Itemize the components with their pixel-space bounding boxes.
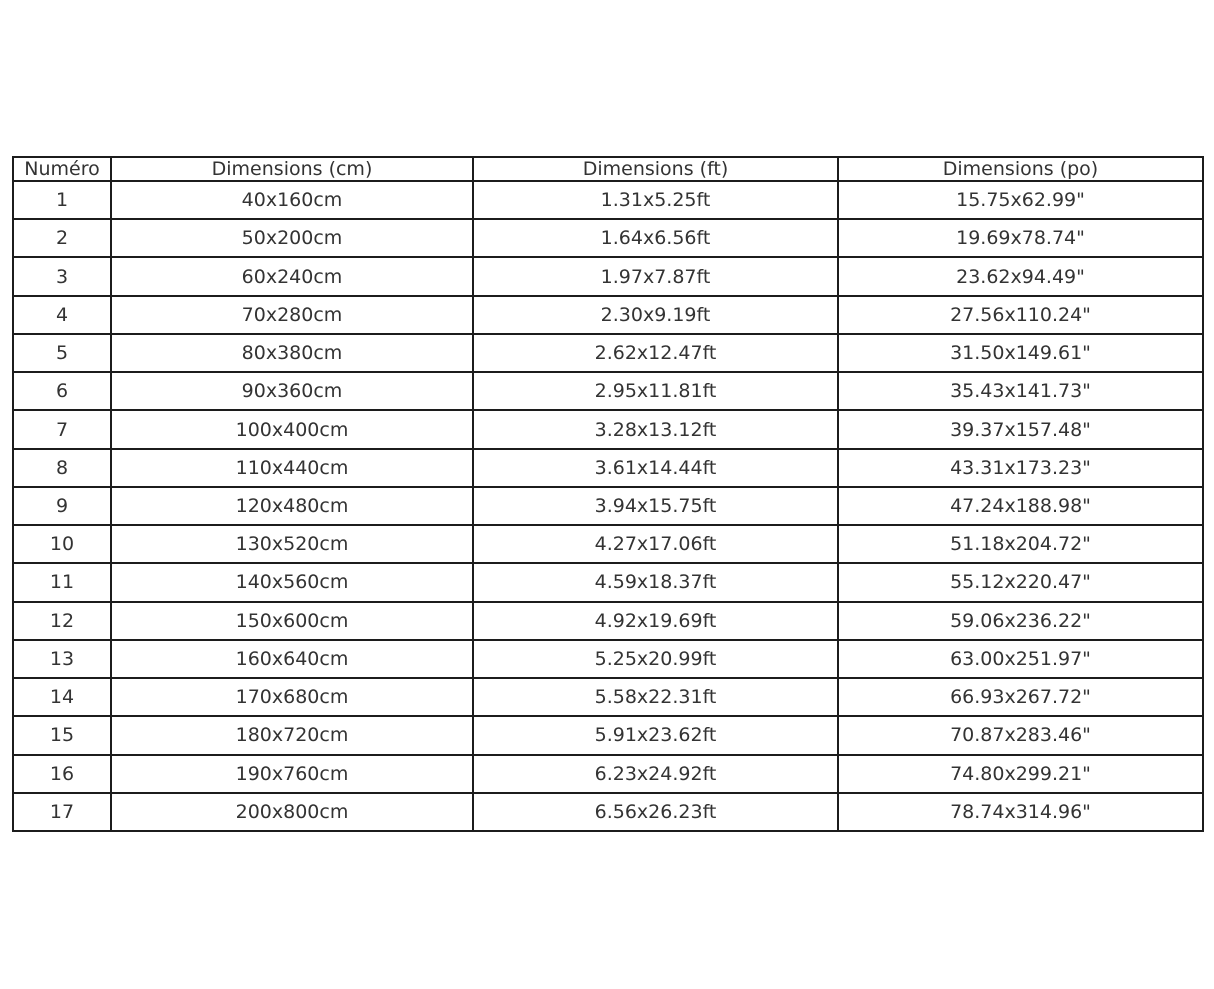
table-cell: 13 (12, 638, 112, 680)
table-cell: 4.59x18.37ft (472, 562, 839, 603)
table-cell: 5 (12, 332, 112, 374)
table-cell: 170x680cm (110, 677, 474, 718)
table-cell: 35.43x141.73" (837, 371, 1204, 412)
table-row: 10 130x520cm 4.27x17.06ft 51.18x204.72" (12, 524, 1204, 565)
table-row: 14 170x680cm 5.58x22.31ft 66.93x267.72" (12, 677, 1204, 718)
table-cell: 200x800cm (110, 791, 474, 833)
table-cell: 70.87x283.46" (837, 715, 1204, 756)
table-row: 8 110x440cm 3.61x14.44ft 43.31x173.23" (12, 447, 1204, 488)
table-row: 2 50x200cm 1.64x6.56ft 19.69x78.74" (12, 218, 1204, 259)
table-row: 9 120x480cm 3.94x15.75ft 47.24x188.98" (12, 485, 1204, 527)
table-cell: 5.25x20.99ft (472, 638, 839, 680)
table-cell: 40x160cm (110, 179, 474, 221)
table-cell: 43.31x173.23" (837, 447, 1204, 488)
table-cell: 9 (12, 485, 112, 527)
dimensions-conversion-table: Numéro Dimensions (cm) Dimensions (ft) Dime… (12, 156, 1204, 833)
table-row: 1 40x160cm 1.31x5.25ft 15.75x62.99" (12, 179, 1204, 221)
table-cell: 6 (12, 371, 112, 412)
table-cell: 27.56x110.24" (837, 294, 1204, 335)
table-cell: 14 (12, 677, 112, 718)
table-cell: 6.23x24.92ft (472, 753, 839, 794)
table-cell: 3 (12, 256, 112, 297)
table-row: 16 190x760cm 6.23x24.92ft 74.80x299.21" (12, 753, 1204, 794)
table-cell: 7 (12, 409, 112, 450)
table-row: 4 70x280cm 2.30x9.19ft 27.56x110.24" (12, 294, 1204, 335)
table-cell: 120x480cm (110, 485, 474, 527)
table-cell: 1.97x7.87ft (472, 256, 839, 297)
table-cell: 2.62x12.47ft (472, 332, 839, 374)
table-cell: 15.75x62.99" (837, 179, 1204, 221)
table-row: 5 80x380cm 2.62x12.47ft 31.50x149.61" (12, 332, 1204, 374)
table-row: 17 200x800cm 6.56x26.23ft 78.74x314.96" (12, 791, 1204, 833)
table-cell: 5.91x23.62ft (472, 715, 839, 756)
column-header-0: Numéro (12, 156, 112, 182)
table-cell: 1.64x6.56ft (472, 218, 839, 259)
table-cell: 1.31x5.25ft (472, 179, 839, 221)
table-row: 12 150x600cm 4.92x19.69ft 59.06x236.22" (12, 600, 1204, 641)
table-cell: 90x360cm (110, 371, 474, 412)
table-cell: 16 (12, 753, 112, 794)
table-row: 6 90x360cm 2.95x11.81ft 35.43x141.73" (12, 371, 1204, 412)
table-row: 15 180x720cm 5.91x23.62ft 70.87x283.46" (12, 715, 1204, 756)
table-cell: 5.58x22.31ft (472, 677, 839, 718)
table-row: 3 60x240cm 1.97x7.87ft 23.62x94.49" (12, 256, 1204, 297)
table-cell: 11 (12, 562, 112, 603)
table-cell: 100x400cm (110, 409, 474, 450)
table-cell: 180x720cm (110, 715, 474, 756)
table-cell: 6.56x26.23ft (472, 791, 839, 833)
table-cell: 110x440cm (110, 447, 474, 488)
table-cell: 3.94x15.75ft (472, 485, 839, 527)
table-cell: 51.18x204.72" (837, 524, 1204, 565)
table-row: 7 100x400cm 3.28x13.12ft 39.37x157.48" (12, 409, 1204, 450)
table-body: 1 40x160cm 1.31x5.25ft 15.75x62.99" 2 50x200c… (12, 179, 1204, 833)
table-cell: 55.12x220.47" (837, 562, 1204, 603)
table-cell: 60x240cm (110, 256, 474, 297)
column-header-3: Dimensions (po) (837, 156, 1204, 182)
table-cell: 19.69x78.74" (837, 218, 1204, 259)
table-cell: 8 (12, 447, 112, 488)
table-cell: 47.24x188.98" (837, 485, 1204, 527)
header-row: Numéro Dimensions (cm) Dimensions (ft) Dime… (12, 156, 1204, 182)
table-cell: 160x640cm (110, 638, 474, 680)
table-cell: 4.92x19.69ft (472, 600, 839, 641)
table-cell: 3.28x13.12ft (472, 409, 839, 450)
table-cell: 190x760cm (110, 753, 474, 794)
table-cell: 17 (12, 791, 112, 833)
table-cell: 80x380cm (110, 332, 474, 374)
dimensions-table-container: Numéro Dimensions (cm) Dimensions (ft) Dime… (12, 156, 1204, 833)
table-cell: 23.62x94.49" (837, 256, 1204, 297)
column-header-2: Dimensions (ft) (472, 156, 839, 182)
column-header-1: Dimensions (cm) (110, 156, 474, 182)
table-cell: 78.74x314.96" (837, 791, 1204, 833)
table-cell: 130x520cm (110, 524, 474, 565)
table-row: 11 140x560cm 4.59x18.37ft 55.12x220.47" (12, 562, 1204, 603)
table-cell: 2.95x11.81ft (472, 371, 839, 412)
table-cell: 150x600cm (110, 600, 474, 641)
table-cell: 1 (12, 179, 112, 221)
table-cell: 59.06x236.22" (837, 600, 1204, 641)
table-cell: 15 (12, 715, 112, 756)
table-cell: 70x280cm (110, 294, 474, 335)
table-cell: 74.80x299.21" (837, 753, 1204, 794)
table-cell: 10 (12, 524, 112, 565)
table-cell: 50x200cm (110, 218, 474, 259)
table-header: Numéro Dimensions (cm) Dimensions (ft) Dime… (12, 156, 1204, 182)
table-cell: 4.27x17.06ft (472, 524, 839, 565)
table-cell: 2.30x9.19ft (472, 294, 839, 335)
table-cell: 12 (12, 600, 112, 641)
table-cell: 2 (12, 218, 112, 259)
table-cell: 31.50x149.61" (837, 332, 1204, 374)
table-cell: 63.00x251.97" (837, 638, 1204, 680)
table-cell: 4 (12, 294, 112, 335)
table-cell: 140x560cm (110, 562, 474, 603)
table-cell: 39.37x157.48" (837, 409, 1204, 450)
table-cell: 66.93x267.72" (837, 677, 1204, 718)
table-cell: 3.61x14.44ft (472, 447, 839, 488)
table-row: 13 160x640cm 5.25x20.99ft 63.00x251.97" (12, 638, 1204, 680)
